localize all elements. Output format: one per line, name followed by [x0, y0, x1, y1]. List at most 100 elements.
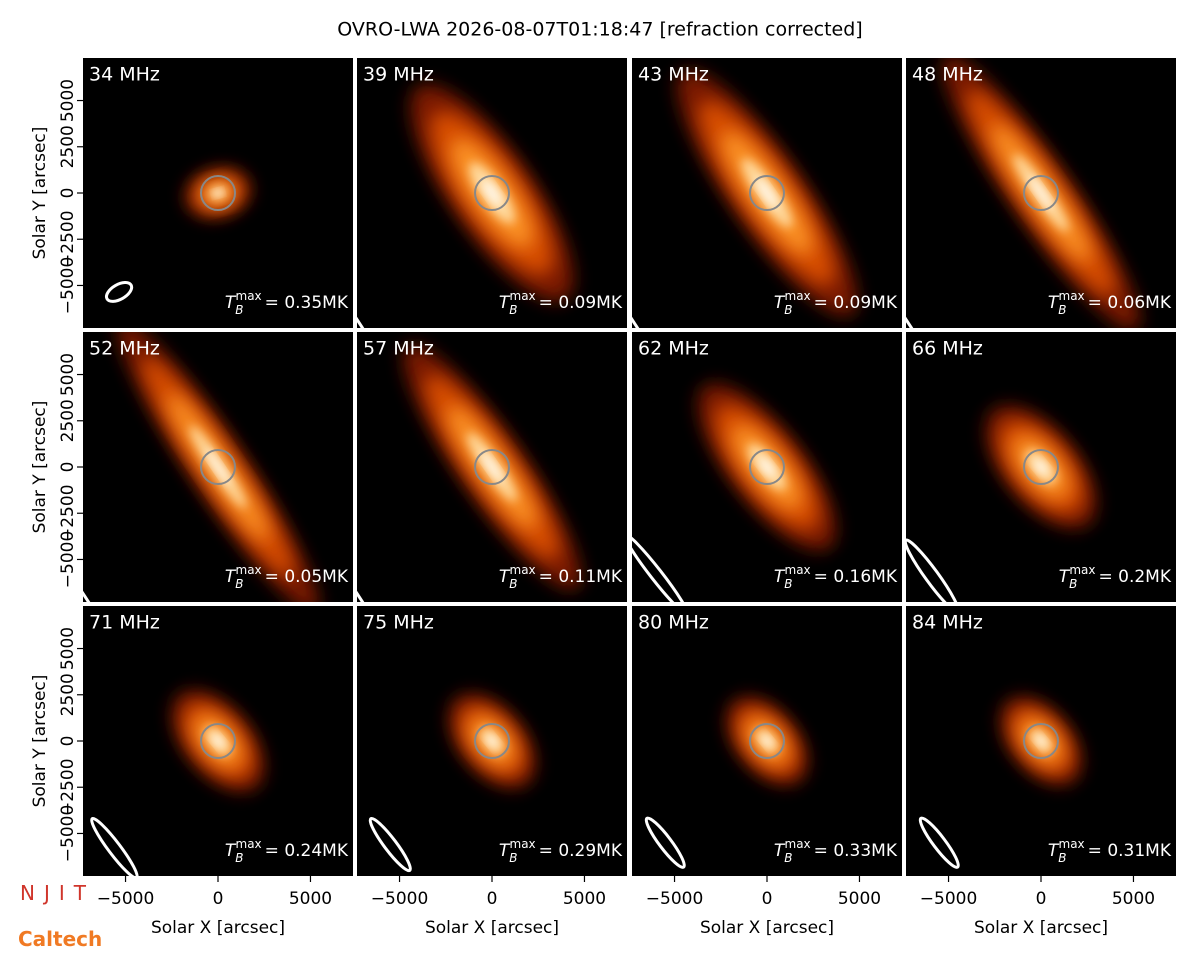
tb-max: TBmax = 0.31MK	[1048, 837, 1172, 865]
panel-title: 66 MHz	[912, 338, 983, 360]
beam	[357, 248, 410, 328]
tb-sup: max	[1059, 837, 1085, 851]
tb-sub: B	[509, 303, 517, 317]
emission	[482, 179, 502, 207]
tb-sub: B	[1069, 577, 1077, 591]
solar-disk	[474, 449, 510, 485]
tb-sub: B	[1058, 851, 1066, 865]
panel	[83, 58, 353, 328]
x-tick-label: 5000	[1112, 889, 1155, 909]
emission	[212, 734, 224, 748]
solar-disk	[200, 723, 236, 759]
tb-sub: B	[784, 577, 792, 591]
solar-disk	[474, 175, 510, 211]
y-tick-label: 5000	[58, 353, 78, 396]
tb-sup: max	[510, 563, 536, 577]
tb-max: TBmax = 0.09MK	[774, 289, 898, 317]
y-axis-label: Solar Y [arcsec]	[30, 127, 50, 260]
beam	[83, 522, 136, 602]
beam	[368, 816, 412, 873]
tb-max: TBmax = 0.29MK	[499, 837, 623, 865]
tb-text: = 0.06MK	[1088, 293, 1172, 313]
tb-symbol: T	[774, 293, 786, 313]
emission	[762, 735, 772, 747]
tb-symbol: T	[499, 293, 511, 313]
emission	[205, 449, 231, 485]
solar-disk	[749, 175, 785, 211]
y-tick-label: 2500	[58, 673, 78, 716]
emission	[481, 452, 503, 482]
tb-symbol: T	[774, 841, 786, 861]
solar-disk	[200, 449, 236, 485]
tb-text: = 0.09MK	[539, 293, 623, 313]
emission	[1029, 176, 1053, 210]
tb-text: = 0.29MK	[539, 841, 623, 861]
panel-title: 57 MHz	[363, 338, 434, 360]
panel	[906, 332, 1176, 602]
tb-sub: B	[784, 851, 792, 865]
y-tick-label: −5000	[58, 531, 78, 589]
y-tick-label: 0	[58, 736, 78, 747]
panel-title: 62 MHz	[638, 338, 709, 360]
panel	[632, 58, 902, 328]
panel	[632, 332, 902, 602]
panel	[357, 332, 627, 602]
tb-sub: B	[235, 851, 243, 865]
panel-title: 84 MHz	[912, 612, 983, 634]
panel-title: 43 MHz	[638, 64, 709, 86]
panel-title: 52 MHz	[89, 338, 160, 360]
panel	[83, 332, 353, 602]
x-tick-label: 0	[1036, 889, 1047, 909]
tb-symbol: T	[1059, 567, 1071, 587]
logo-njit: NJIT	[20, 881, 95, 905]
tb-max: TBmax = 0.11MK	[499, 563, 623, 591]
emission	[758, 457, 776, 477]
panel-title: 48 MHz	[912, 64, 983, 86]
figure-title: OVRO-LWA 2026-08-07T01:18:47 [refraction…	[337, 19, 862, 41]
solar-disk	[749, 449, 785, 485]
tb-text: = 0.05MK	[265, 567, 349, 587]
x-tick-label: 0	[213, 889, 224, 909]
beam	[906, 538, 960, 602]
tb-symbol: T	[225, 293, 237, 313]
x-tick-label: −5000	[371, 889, 429, 909]
y-tick-label: 5000	[58, 79, 78, 122]
emission	[486, 735, 498, 747]
x-tick-label: 5000	[563, 889, 606, 909]
tb-text: = 0.33MK	[814, 841, 898, 861]
tb-sub: B	[235, 577, 243, 591]
tb-symbol: T	[225, 567, 237, 587]
tb-text: = 0.09MK	[814, 293, 898, 313]
tb-max: TBmax = 0.09MK	[499, 289, 623, 317]
y-tick-label: 2500	[58, 399, 78, 442]
tb-sup: max	[1059, 289, 1085, 303]
solar-disk	[1023, 175, 1059, 211]
panel-title: 80 MHz	[638, 612, 709, 634]
tb-text: = 0.35MK	[265, 293, 349, 313]
tb-symbol: T	[774, 567, 786, 587]
tb-sup: max	[236, 563, 262, 577]
y-axis-label: Solar Y [arcsec]	[30, 675, 50, 808]
tb-sup: max	[785, 837, 811, 851]
y-tick-label: −5000	[58, 257, 78, 315]
beam	[632, 532, 690, 602]
beam	[632, 248, 685, 328]
solar-disk	[200, 175, 236, 211]
y-tick-label: −5000	[58, 805, 78, 863]
x-axis-label: Solar X [arcsec]	[974, 918, 1108, 938]
solar-disk	[474, 723, 510, 759]
x-tick-label: 0	[762, 889, 773, 909]
tb-symbol: T	[225, 841, 237, 861]
y-tick-label: 0	[58, 462, 78, 473]
tb-sub: B	[509, 851, 517, 865]
beam	[644, 816, 686, 869]
y-tick-label: 5000	[58, 627, 78, 670]
emission	[1034, 459, 1048, 475]
x-axis-label: Solar X [arcsec]	[151, 918, 285, 938]
tb-max: TBmax = 0.06MK	[1048, 289, 1172, 317]
tb-text: = 0.24MK	[265, 841, 349, 861]
tb-sup: max	[510, 837, 536, 851]
tb-max: TBmax = 0.2MK	[1059, 563, 1172, 591]
y-tick-label: −2500	[58, 484, 78, 542]
emission	[214, 190, 222, 196]
